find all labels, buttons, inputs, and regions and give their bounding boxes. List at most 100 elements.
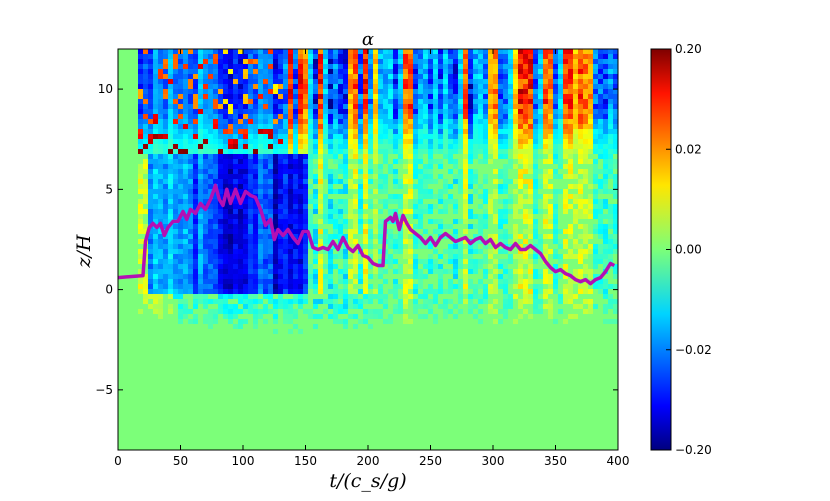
heatmap-cell (188, 204, 193, 209)
heatmap-cell (368, 89, 373, 94)
heatmap-cell (368, 159, 373, 164)
heatmap-cell (168, 124, 173, 129)
heatmap-cell (358, 149, 363, 154)
heatmap-cell (403, 69, 408, 74)
heatmap-cell (343, 274, 348, 279)
heatmap-cell (433, 204, 438, 209)
heatmap-cell (183, 99, 188, 104)
heatmap-cell (253, 189, 258, 194)
heatmap-cell (148, 64, 153, 69)
heatmap-cell (458, 74, 463, 79)
heatmap-cell (238, 244, 243, 249)
heatmap-cell (418, 144, 423, 149)
heatmap-cell (463, 154, 468, 159)
heatmap-cell (178, 134, 183, 139)
heatmap-cell (468, 284, 473, 289)
heatmap-cell (343, 64, 348, 69)
heatmap-cell (213, 94, 218, 99)
heatmap-cell (288, 74, 293, 79)
heatmap-cell (358, 69, 363, 74)
heatmap-cell (333, 209, 338, 214)
heatmap-cell (153, 114, 158, 119)
heatmap-cell (163, 284, 168, 289)
heatmap-cell (273, 74, 278, 79)
heatmap-cell (318, 124, 323, 129)
heatmap-cell (323, 274, 328, 279)
heatmap-cell (593, 74, 598, 79)
heatmap-cell (543, 139, 548, 144)
heatmap-cell (213, 49, 218, 54)
heatmap-cell (528, 294, 533, 299)
heatmap-cell (303, 249, 308, 254)
heatmap-cell (558, 109, 563, 114)
heatmap-cell (143, 94, 148, 99)
heatmap-cell (183, 274, 188, 279)
heatmap-cell (253, 289, 258, 294)
heatmap-cell (393, 124, 398, 129)
heatmap-cell (178, 74, 183, 79)
heatmap-cell (148, 244, 153, 249)
heatmap-cell (273, 59, 278, 64)
heatmap-cell (333, 219, 338, 224)
heatmap-cell (378, 79, 383, 84)
heatmap-cell (598, 109, 603, 114)
heatmap-cell (298, 124, 303, 129)
heatmap-cell (493, 114, 498, 119)
heatmap-cell (283, 144, 288, 149)
heatmap-cell (338, 179, 343, 184)
heatmap-cell (318, 169, 323, 174)
heatmap-cell (493, 129, 498, 134)
heatmap-cell (573, 254, 578, 259)
heatmap-cell (308, 269, 313, 274)
heatmap-cell (533, 79, 538, 84)
heatmap-cell (433, 159, 438, 164)
heatmap-cell (368, 94, 373, 99)
heatmap-cell (483, 134, 488, 139)
heatmap-cell (283, 164, 288, 169)
heatmap-cell (603, 164, 608, 169)
heatmap-cell (288, 104, 293, 109)
heatmap-cell (488, 54, 493, 59)
heatmap-cell (368, 299, 373, 304)
heatmap-cell (178, 99, 183, 104)
heatmap-cell (283, 179, 288, 184)
heatmap-cell (218, 274, 223, 279)
heatmap-cell (203, 54, 208, 59)
heatmap-cell (188, 199, 193, 204)
heatmap-cell (188, 249, 193, 254)
heatmap-cell (203, 69, 208, 74)
heatmap-cell (243, 104, 248, 109)
heatmap-cell (233, 49, 238, 54)
heatmap-cell (248, 254, 253, 259)
heatmap-cell (463, 204, 468, 209)
heatmap-cell (368, 139, 373, 144)
heatmap-cell (603, 174, 608, 179)
heatmap-cell (298, 89, 303, 94)
heatmap-cell (428, 264, 433, 269)
heatmap-cell (298, 149, 303, 154)
heatmap-cell (228, 209, 233, 214)
heatmap-cell (338, 84, 343, 89)
heatmap-cell (398, 119, 403, 124)
heatmap-cell (248, 94, 253, 99)
heatmap-cell (593, 49, 598, 54)
heatmap-cell (508, 114, 513, 119)
heatmap-cell (343, 309, 348, 314)
heatmap-cell (228, 224, 233, 229)
heatmap-cell (213, 59, 218, 64)
heatmap-cell (168, 274, 173, 279)
heatmap-cell (393, 239, 398, 244)
heatmap-cell (543, 74, 548, 79)
heatmap-cell (323, 174, 328, 179)
heatmap-cell (268, 204, 273, 209)
heatmap-cell (338, 204, 343, 209)
heatmap-cell (173, 59, 178, 64)
heatmap-cell (173, 149, 178, 154)
heatmap-cell (393, 94, 398, 99)
heatmap-cell (518, 314, 523, 319)
heatmap-cell (563, 89, 568, 94)
heatmap-cell (593, 249, 598, 254)
heatmap-cell (488, 79, 493, 84)
heatmap-cell (443, 234, 448, 239)
heatmap-cell (278, 99, 283, 104)
